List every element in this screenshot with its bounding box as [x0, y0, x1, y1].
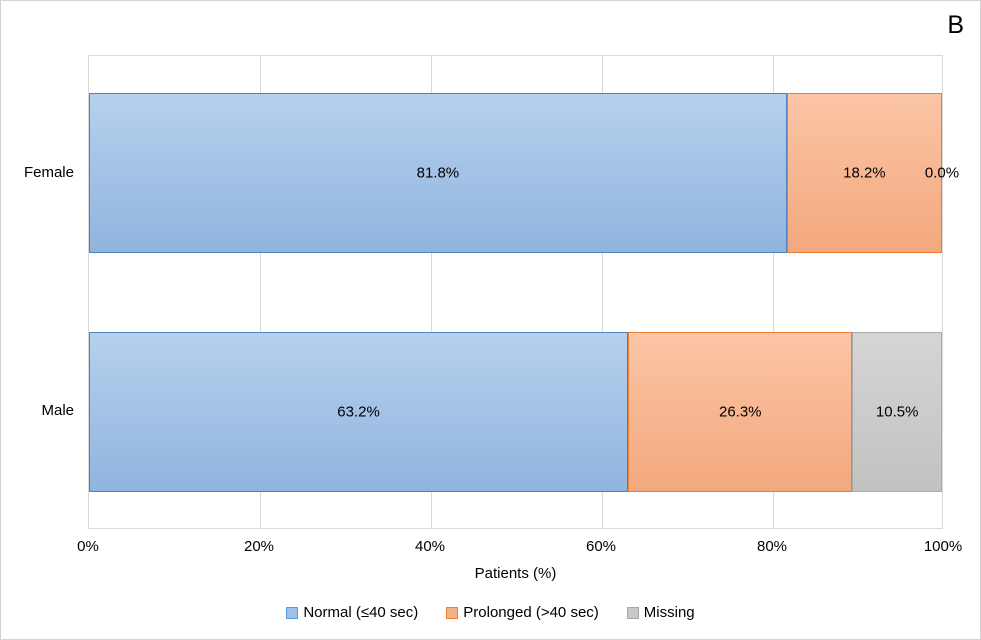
x-tick-20: 20% [243, 538, 275, 555]
female-missing-label: 0.0% [924, 164, 960, 182]
x-tick-60: 60% [585, 538, 617, 555]
legend-item-missing: Missing [626, 604, 695, 621]
legend-label-prolonged: Prolonged (>40 sec) [463, 604, 599, 621]
x-tick-0: 0% [77, 538, 99, 555]
gridline-40 [431, 56, 432, 528]
bar-male: 63.2% 26.3% 10.5% [89, 332, 942, 492]
x-axis-title: Patients (%) [474, 565, 557, 582]
bar-female: 81.8% 18.2% 0.0% [89, 93, 959, 253]
plot-area: 81.8% 18.2% 0.0% 63.2% 26.3% 10.5% [88, 55, 959, 529]
female-prolonged-segment [786, 93, 942, 253]
female-normal-segment [89, 93, 787, 253]
normal-swatch-icon [286, 606, 299, 619]
female-normal-label: 81.8% [416, 164, 460, 182]
male-normal-label: 63.2% [337, 403, 380, 421]
panel-label: B [947, 11, 964, 39]
missing-swatch-icon [626, 606, 639, 619]
legend-label-missing: Missing [643, 604, 695, 621]
legend-item-normal: Normal (≤40 sec) [286, 604, 418, 621]
legend-label-normal: Normal (≤40 sec) [303, 604, 419, 621]
gridline-80 [773, 56, 774, 528]
legend: Normal (≤40 sec) Prolonged (>40 sec) Mis… [1, 604, 980, 621]
category-label-female: Female [23, 164, 74, 181]
male-missing-segment [852, 332, 942, 492]
x-tick-100: 100% [923, 538, 963, 555]
male-prolonged-segment [628, 332, 853, 492]
category-label-male: Male [41, 402, 74, 419]
gridline-60 [602, 56, 603, 528]
x-tick-40: 40% [414, 538, 446, 555]
male-normal-segment [89, 332, 629, 492]
x-tick-80: 80% [756, 538, 788, 555]
prolonged-swatch-icon [446, 606, 459, 619]
male-prolonged-label: 26.3% [718, 403, 762, 421]
female-prolonged-label: 18.2% [843, 164, 886, 182]
male-missing-label: 10.5% [875, 403, 919, 421]
gridline-20 [260, 56, 261, 528]
legend-item-prolonged: Prolonged (>40 sec) [446, 604, 599, 621]
